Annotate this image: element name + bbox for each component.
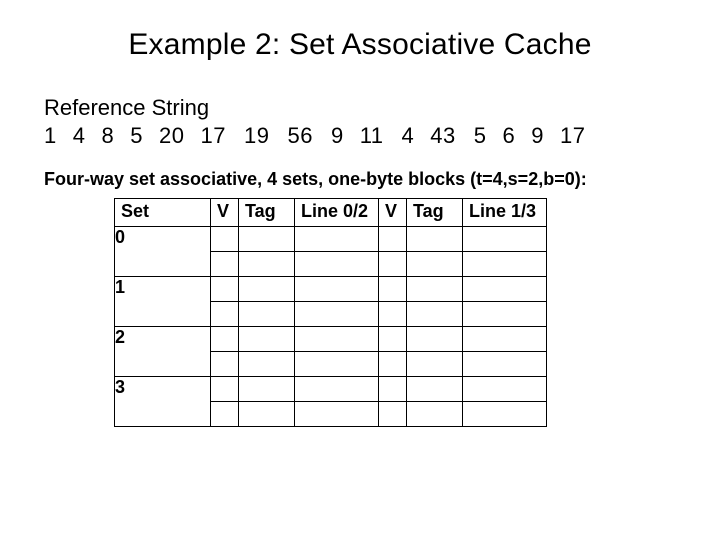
empty-cell xyxy=(407,277,463,302)
empty-cell xyxy=(407,377,463,402)
empty-cell xyxy=(211,352,239,377)
empty-cell xyxy=(295,402,379,427)
empty-cell xyxy=(463,352,547,377)
empty-cell xyxy=(239,377,295,402)
empty-cell xyxy=(379,302,407,327)
col-line-b: Line 1/3 xyxy=(463,199,547,227)
empty-cell xyxy=(407,402,463,427)
empty-cell xyxy=(295,377,379,402)
col-tag-a: Tag xyxy=(239,199,295,227)
empty-cell xyxy=(463,377,547,402)
reference-value: 11 xyxy=(360,122,384,150)
col-v-b: V xyxy=(379,199,407,227)
empty-cell xyxy=(379,402,407,427)
reference-value: 5 xyxy=(474,122,487,150)
empty-cell xyxy=(211,327,239,352)
empty-cell xyxy=(463,227,547,252)
table-row: 3 xyxy=(115,377,547,402)
reference-value: 8 xyxy=(102,122,115,150)
reference-value: 1 xyxy=(44,122,57,150)
table-row: 1 xyxy=(115,277,547,302)
empty-cell xyxy=(379,377,407,402)
reference-value: 4 xyxy=(73,122,86,150)
empty-cell xyxy=(211,227,239,252)
slide: Example 2: Set Associative Cache Referen… xyxy=(0,0,720,540)
empty-cell xyxy=(295,302,379,327)
empty-cell xyxy=(379,277,407,302)
set-cell: 3 xyxy=(115,377,211,427)
empty-cell xyxy=(463,402,547,427)
empty-cell xyxy=(379,227,407,252)
table-row: 2 xyxy=(115,327,547,352)
table-row: 0 xyxy=(115,227,547,252)
reference-value: 5 xyxy=(130,122,143,150)
reference-value: 17 xyxy=(200,122,225,150)
reference-value: 9 xyxy=(331,122,344,150)
reference-value: 6 xyxy=(503,122,516,150)
empty-cell xyxy=(463,302,547,327)
reference-value: 4 xyxy=(402,122,415,150)
cache-description: Four-way set associative, 4 sets, one-by… xyxy=(44,169,676,190)
empty-cell xyxy=(463,327,547,352)
col-tag-b: Tag xyxy=(407,199,463,227)
set-cell: 0 xyxy=(115,227,211,277)
empty-cell xyxy=(379,252,407,277)
empty-cell xyxy=(295,252,379,277)
reference-value: 56 xyxy=(287,122,312,150)
empty-cell xyxy=(211,252,239,277)
empty-cell xyxy=(211,277,239,302)
empty-cell xyxy=(407,327,463,352)
reference-value: 19 xyxy=(244,122,269,150)
empty-cell xyxy=(211,402,239,427)
empty-cell xyxy=(239,302,295,327)
table-header-row: Set V Tag Line 0/2 V Tag Line 1/3 xyxy=(115,199,547,227)
empty-cell xyxy=(239,277,295,302)
slide-title: Example 2: Set Associative Cache xyxy=(44,28,676,62)
empty-cell xyxy=(211,377,239,402)
empty-cell xyxy=(239,227,295,252)
empty-cell xyxy=(463,277,547,302)
empty-cell xyxy=(239,327,295,352)
empty-cell xyxy=(379,327,407,352)
reference-string: 14852017195691144356917 xyxy=(44,122,676,150)
empty-cell xyxy=(407,352,463,377)
set-cell: 1 xyxy=(115,277,211,327)
empty-cell xyxy=(407,302,463,327)
reference-value: 20 xyxy=(159,122,184,150)
empty-cell xyxy=(211,302,239,327)
set-cell: 2 xyxy=(115,327,211,377)
col-v-a: V xyxy=(211,199,239,227)
empty-cell xyxy=(239,352,295,377)
cache-table: Set V Tag Line 0/2 V Tag Line 1/3 0123 xyxy=(114,198,547,427)
table-body: 0123 xyxy=(115,227,547,427)
empty-cell xyxy=(379,352,407,377)
reference-value: 9 xyxy=(531,122,544,150)
reference-value: 17 xyxy=(560,122,585,150)
empty-cell xyxy=(407,227,463,252)
col-set: Set xyxy=(115,199,211,227)
empty-cell xyxy=(295,327,379,352)
reference-label: Reference String xyxy=(44,94,676,122)
empty-cell xyxy=(239,402,295,427)
empty-cell xyxy=(295,227,379,252)
empty-cell xyxy=(239,252,295,277)
empty-cell xyxy=(295,277,379,302)
col-line-a: Line 0/2 xyxy=(295,199,379,227)
empty-cell xyxy=(295,352,379,377)
empty-cell xyxy=(407,252,463,277)
reference-value: 43 xyxy=(430,122,455,150)
empty-cell xyxy=(463,252,547,277)
